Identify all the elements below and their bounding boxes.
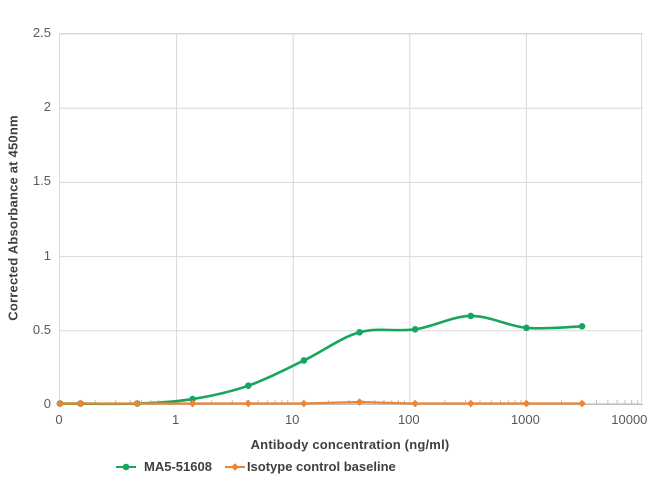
data-point-marker [244, 399, 253, 408]
legend-label-ma5-51608: MA5-51608 [144, 459, 212, 474]
x-tick-label: 10 [284, 412, 300, 427]
y-axis-title: Corrected Absorbance at 450nm [5, 115, 21, 321]
data-point-marker [411, 326, 419, 333]
data-point-marker [300, 357, 308, 364]
data-point-marker [244, 382, 252, 390]
data-point-marker [523, 324, 530, 332]
x-axis-title: Antibody concentration (ng/ml) [250, 437, 450, 452]
y-tick-label: 1.5 [32, 173, 51, 189]
x-tick-label: 1000 [510, 412, 540, 427]
legend-item-isotype-control: Isotype control baseline [224, 459, 396, 474]
ma5-51608-line-circle-marker-icon [116, 463, 136, 470]
y-tick-label: 2 [43, 99, 51, 115]
y-tick-label: 0.5 [32, 321, 51, 337]
legend-label-isotype-control: Isotype control baseline [246, 459, 396, 474]
chart-canvas [56, 33, 643, 408]
y-tick-label: 1 [43, 247, 51, 263]
legend: MA5-51608 Isotype control baseline [116, 459, 396, 474]
data-point-marker [300, 399, 308, 408]
data-point-marker [466, 399, 475, 408]
x-tick-label: 100 [397, 412, 420, 427]
x-tick-label: 1 [171, 412, 180, 427]
y-tick-label: 0 [43, 396, 51, 411]
data-point-marker [356, 328, 363, 336]
data-point-marker [188, 399, 197, 408]
data-point-marker [189, 395, 196, 403]
x-tick-label: 0 [55, 412, 63, 427]
data-point-marker [133, 399, 142, 408]
legend-item-ma5-51608: MA5-51608 [116, 459, 212, 474]
data-point-marker [578, 323, 586, 330]
data-point-marker [522, 399, 531, 408]
x-tick-label: 10000 [611, 412, 648, 427]
data-point-marker [578, 399, 586, 408]
series-line-0 [58, 314, 584, 406]
data-point-marker [467, 312, 475, 320]
y-tick-label: 2.5 [32, 25, 51, 40]
plot-area [56, 33, 643, 408]
data-point-marker [56, 399, 64, 408]
isotype-line-diamond-marker-icon [224, 462, 245, 471]
data-point-marker [355, 398, 364, 406]
data-point-marker [411, 399, 419, 408]
data-point-marker [76, 399, 85, 408]
